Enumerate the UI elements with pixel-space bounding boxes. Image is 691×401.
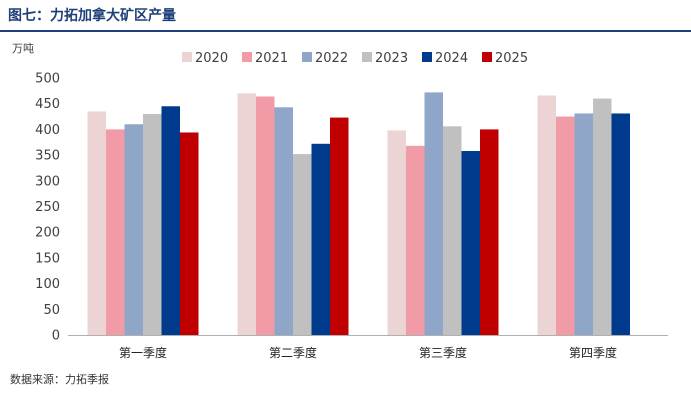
legend: 2020 2021 2022 2023 2024 2025: [182, 51, 528, 66]
bar-2023-4: [593, 98, 612, 335]
x-category-label: 第四季度: [569, 345, 617, 360]
legend-label-2022: 2022: [315, 51, 348, 66]
bar-2022-4: [574, 113, 593, 335]
bar-2022-1: [124, 124, 143, 335]
bar-2021-4: [556, 116, 575, 335]
bar-2022-2: [274, 107, 293, 335]
bars: [87, 92, 630, 336]
legend-swatch-2021: [242, 52, 252, 62]
bar-2025-3: [480, 129, 499, 335]
y-axis-unit-label: 万吨: [12, 42, 34, 55]
bar-2025-2: [330, 117, 349, 335]
bar-2021-3: [406, 145, 425, 335]
bar-2020-2: [237, 93, 256, 335]
y-tick-label: 400: [35, 123, 60, 138]
bar-2021-1: [106, 129, 125, 335]
y-tick-label: 150: [35, 251, 60, 266]
legend-swatch-2025: [482, 52, 492, 62]
bar-2021-2: [256, 96, 275, 335]
y-tick-label: 350: [35, 149, 60, 164]
legend-label-2025: 2025: [495, 51, 528, 66]
chart-title: 图七：力拓加拿大矿区产量: [8, 8, 176, 24]
bar-2020-3: [387, 130, 406, 335]
bar-2024-3: [461, 150, 480, 335]
bar-2020-4: [537, 95, 556, 335]
bar-2024-4: [611, 113, 630, 335]
y-tick-label: 100: [35, 277, 60, 292]
bar-2024-2: [311, 143, 330, 335]
legend-label-2023: 2023: [375, 51, 408, 66]
y-tick-label: 0: [52, 329, 60, 344]
x-axis-labels: 第一季度 第二季度 第三季度 第四季度: [119, 345, 617, 360]
y-tick-label: 200: [35, 226, 60, 241]
bar-2023-1: [143, 113, 162, 335]
bar-2020-1: [87, 111, 106, 335]
y-tick-label: 450: [35, 97, 60, 112]
x-category-label: 第一季度: [119, 345, 167, 360]
title-rule: [0, 30, 691, 32]
x-category-label: 第三季度: [419, 345, 467, 360]
legend-label-2024: 2024: [435, 51, 468, 66]
legend-swatch-2024: [422, 52, 432, 62]
legend-label-2020: 2020: [195, 51, 228, 66]
y-tick-label: 300: [35, 174, 60, 189]
bar-2023-3: [443, 126, 462, 335]
bar-2024-1: [161, 106, 180, 336]
x-category-label: 第二季度: [269, 345, 317, 360]
legend-swatch-2023: [362, 52, 372, 62]
bar-2025-1: [180, 132, 199, 335]
legend-swatch-2022: [302, 52, 312, 62]
bar-2023-2: [293, 154, 312, 335]
y-tick-label: 50: [43, 303, 60, 318]
y-tick-label: 250: [35, 200, 60, 215]
source-note: 数据来源：力拓季报: [10, 373, 109, 386]
bar-2022-3: [424, 92, 443, 335]
legend-swatch-2020: [182, 52, 192, 62]
y-axis-ticks: 0 50 100 150 200 250 300 350 400 450 500: [35, 72, 60, 344]
y-tick-label: 500: [35, 72, 60, 87]
legend-label-2021: 2021: [255, 51, 288, 66]
